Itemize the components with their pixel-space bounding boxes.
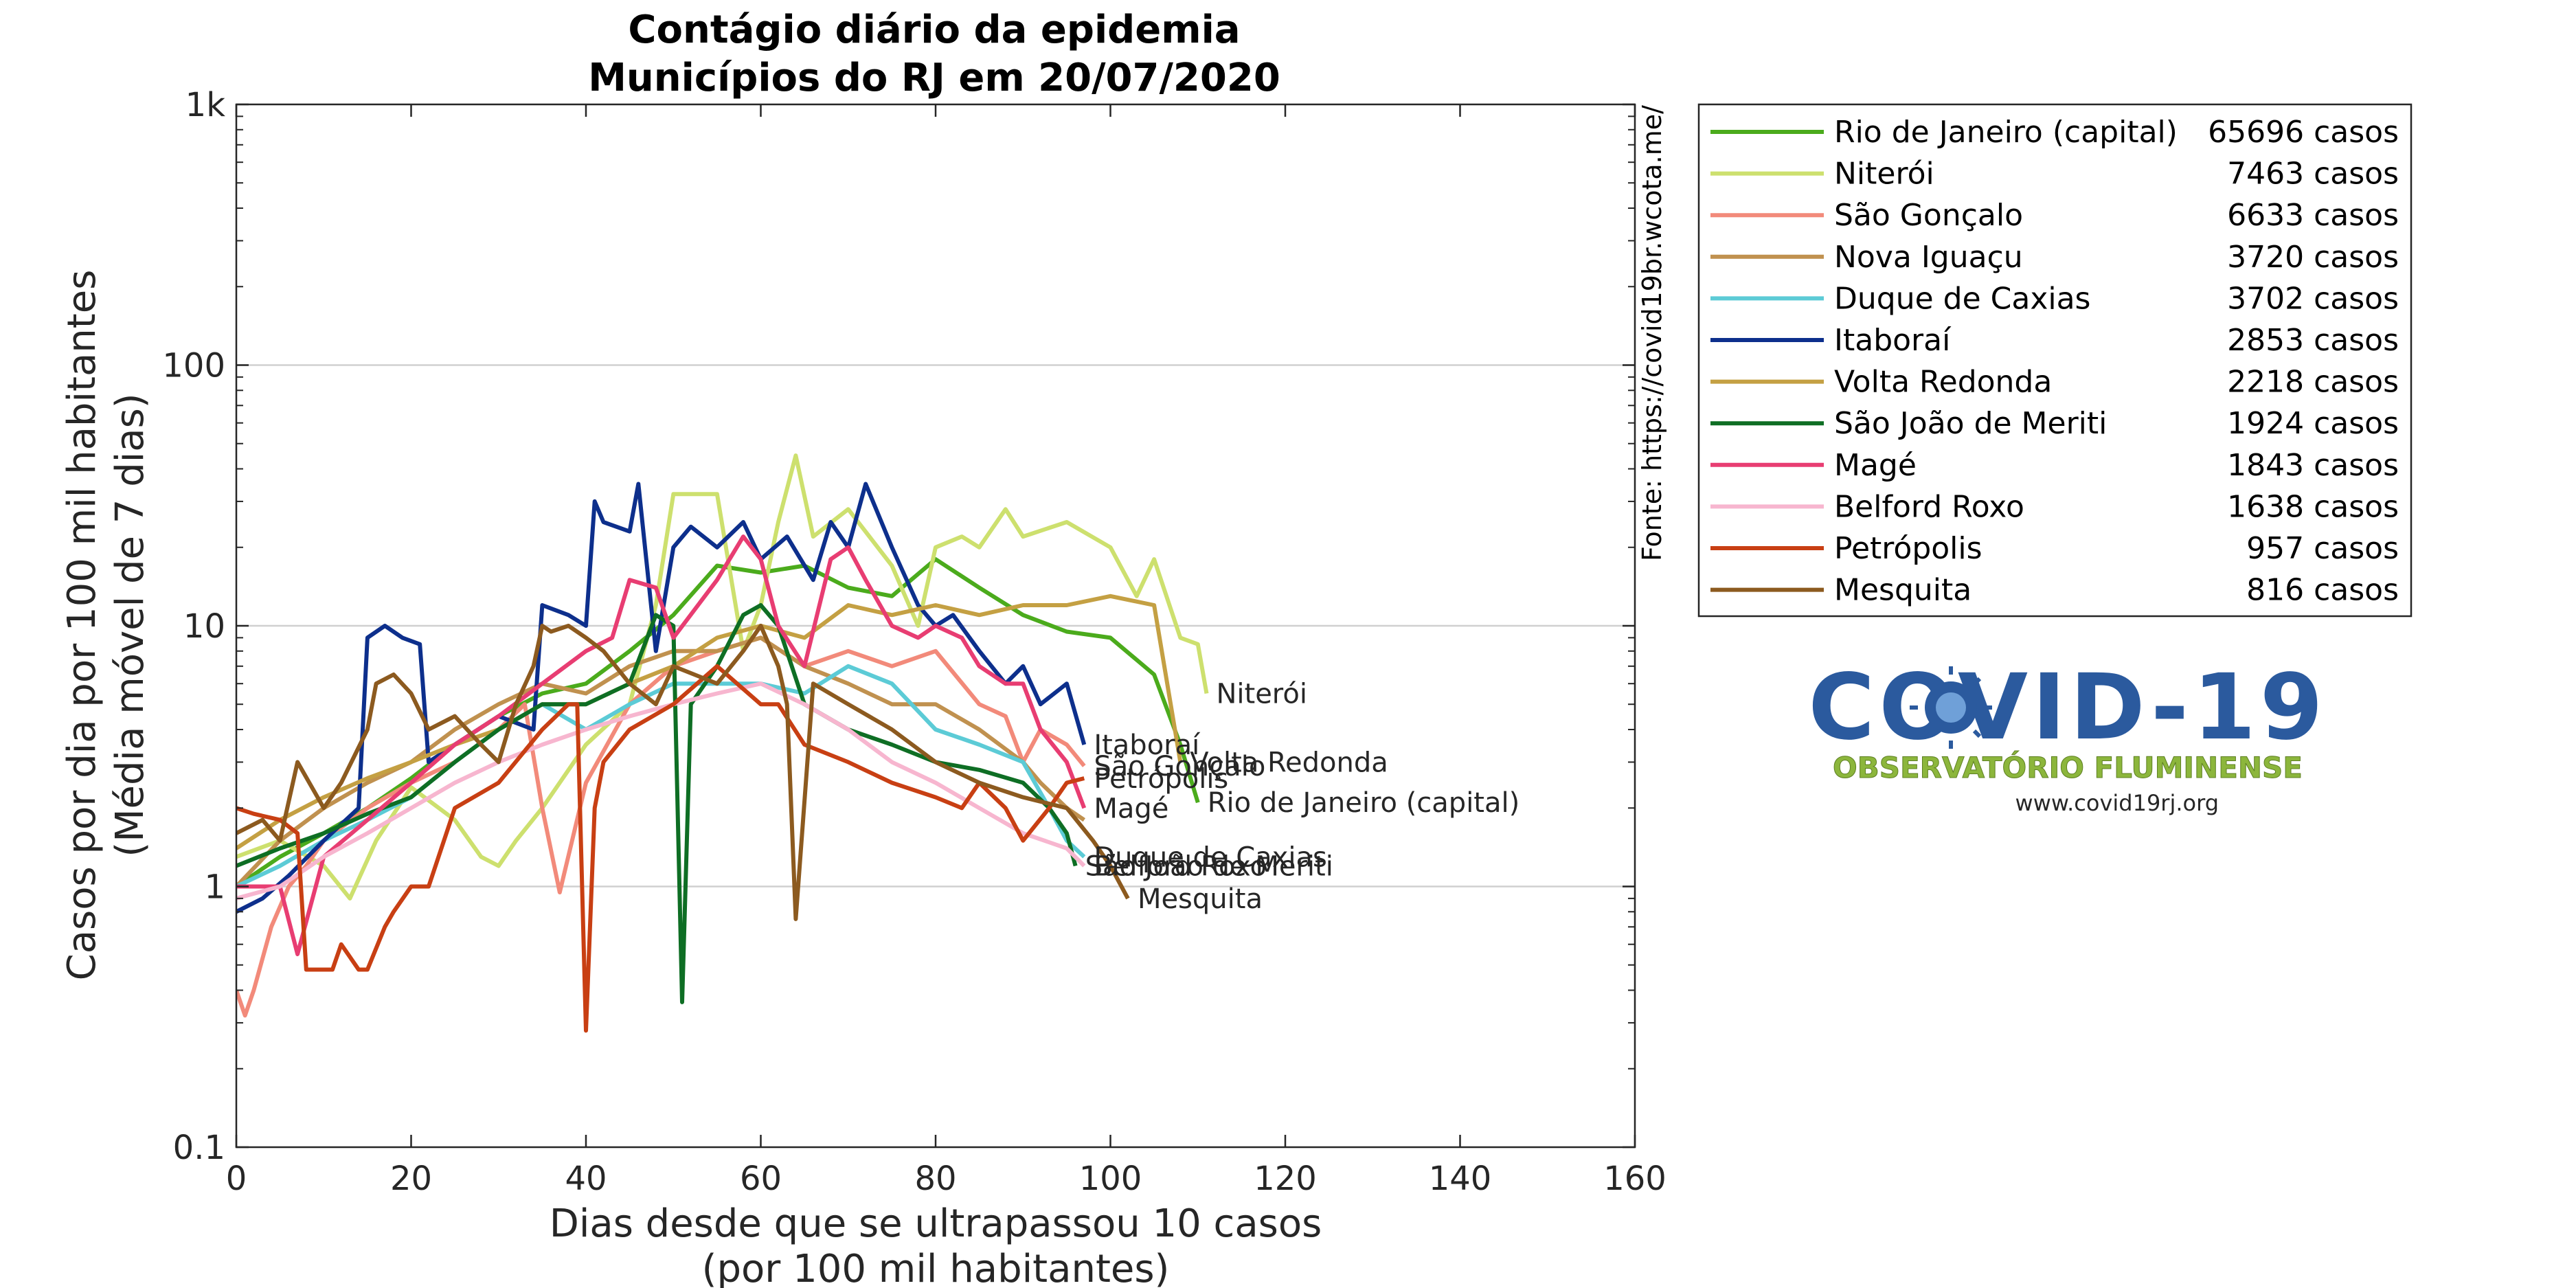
- y-tick-label: 1k: [185, 86, 226, 124]
- legend-cases: 1924 casos: [2227, 406, 2399, 441]
- logo-subtitle: OBSERVATÓRIO FLUMINENSE: [1833, 750, 2303, 784]
- legend-cases: 7463 casos: [2227, 157, 2399, 192]
- chart-title-line-1: Contágio diário da epidemia: [628, 8, 1240, 52]
- legend-label: Volta Redonda: [1834, 365, 2052, 400]
- legend-cases: 3720 casos: [2227, 240, 2399, 275]
- end-label: Niterói: [1216, 679, 1307, 710]
- x-tick-label: 160: [1603, 1160, 1667, 1198]
- x-tick-label: 0: [226, 1160, 247, 1198]
- end-label: Itaboraí: [1094, 730, 1201, 761]
- legend-label: Nova Iguaçu: [1834, 240, 2023, 275]
- x-tick-label: 80: [914, 1160, 956, 1198]
- chart-title-line-2: Municípios do RJ em 20/07/2020: [588, 56, 1280, 100]
- source-text: Fonte: https://covid19br.wcota.me/: [1637, 105, 1667, 561]
- legend-label: Belford Roxo: [1834, 489, 2024, 524]
- legend-cases: 3702 casos: [2227, 281, 2399, 316]
- legend-cases: 1843 casos: [2227, 448, 2399, 483]
- legend-label: São João de Meriti: [1834, 406, 2107, 441]
- end-label: Petrópolis: [1094, 763, 1228, 795]
- legend-label: Magé: [1834, 448, 1917, 483]
- legend-label: Duque de Caxias: [1834, 281, 2090, 316]
- covid19-logo: COVID-19 OBSERVATÓRIO FLUMINENSE www.cov…: [1808, 655, 2327, 816]
- x-tick-label: 40: [565, 1160, 607, 1198]
- logo-main-text: COVID-19: [1808, 655, 2327, 760]
- legend-cases: 65696 casos: [2208, 115, 2399, 150]
- legend-label: Petrópolis: [1834, 531, 1982, 566]
- y-axis-label-line-1: Casos por dia por 100 mil habitantes: [60, 270, 104, 981]
- y-axis-label-line-2: (Média móvel de 7 dias): [108, 393, 152, 857]
- x-axis-label-line-2: (por 100 mil habitantes): [702, 1247, 1170, 1288]
- legend-cases: 957 casos: [2246, 531, 2399, 566]
- x-tick-label: 140: [1429, 1160, 1492, 1198]
- legend-label: Niterói: [1834, 157, 1934, 192]
- legend-cases: 816 casos: [2246, 573, 2399, 608]
- legend-cases: 2853 casos: [2227, 323, 2399, 358]
- end-label: Mesquita: [1138, 883, 1263, 915]
- legend-label: São Gonçalo: [1834, 198, 2023, 233]
- axis-ticks: 0 20 40 60 80 100 120 140 160 0.1 1 10 100 1k: [162, 86, 1666, 1198]
- x-tick-label: 20: [390, 1160, 432, 1198]
- end-label: Magé: [1094, 793, 1168, 824]
- series-lines: [236, 455, 1207, 1030]
- x-tick-label: 100: [1079, 1160, 1142, 1198]
- logo-url: www.covid19rj.org: [2015, 790, 2219, 816]
- y-tick-label: 10: [183, 607, 225, 646]
- legend-cases: 1638 casos: [2227, 489, 2399, 524]
- legend-label: Itaboraí: [1834, 323, 1952, 358]
- x-axis-label-line-1: Dias desde que se ultrapassou 10 casos: [550, 1201, 1322, 1246]
- legend-label: Rio de Janeiro (capital): [1834, 115, 2178, 150]
- x-tick-label: 120: [1254, 1160, 1317, 1198]
- legend-cases: 2218 casos: [2227, 365, 2399, 400]
- x-tick-label: 60: [740, 1160, 782, 1198]
- y-tick-label: 100: [162, 347, 225, 385]
- end-label: Belford Roxo: [1094, 850, 1267, 882]
- end-label: Rio de Janeiro (capital): [1208, 787, 1519, 819]
- legend-label: Mesquita: [1834, 573, 1971, 608]
- y-tick-label: 0.1: [173, 1129, 225, 1167]
- legend-cases: 6633 casos: [2227, 198, 2399, 233]
- y-tick-label: 1: [204, 868, 225, 907]
